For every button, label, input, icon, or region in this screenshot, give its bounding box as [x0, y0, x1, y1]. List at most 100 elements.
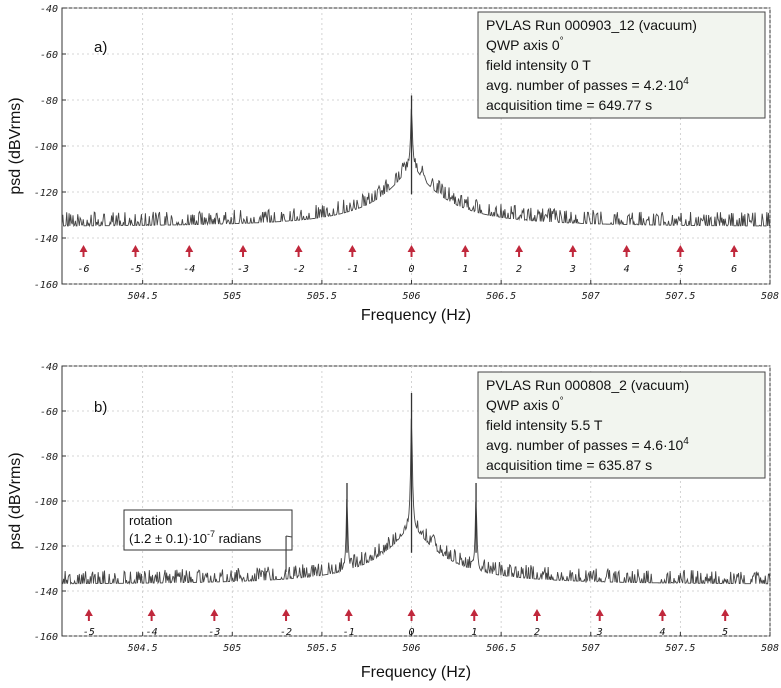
marker-arrow-head [568, 245, 577, 252]
sideband-marker: 5 [721, 609, 730, 638]
marker-label: -2 [293, 264, 305, 275]
sideband-marker: 2 [515, 245, 524, 275]
x-tick-label: 508 [761, 643, 779, 654]
x-tick-label: 506 [402, 643, 420, 654]
marker-arrow-head [282, 609, 291, 616]
marker-arrow-head [721, 609, 730, 616]
panel-label: b) [94, 399, 107, 416]
sideband-marker: 3 [596, 609, 604, 638]
y-tick-label: -160 [34, 632, 58, 643]
y-tick-label: -120 [34, 542, 58, 553]
y-tick-label: -40 [40, 4, 58, 15]
y-tick-label: -120 [34, 188, 58, 199]
sideband-marker: 4 [622, 245, 631, 275]
panel-label: a) [94, 39, 107, 56]
marker-arrow-head [294, 245, 303, 252]
marker-label: -2 [280, 627, 292, 638]
marker-label: 1 [471, 627, 477, 638]
marker-arrow-head [407, 609, 416, 616]
marker-arrow-head [185, 245, 194, 252]
marker-arrow-head [344, 609, 353, 616]
sideband-marker: 0 [407, 609, 416, 638]
marker-arrow-head [84, 609, 93, 616]
annotation-pointer [285, 535, 293, 538]
sideband-marker: -4 [183, 245, 195, 275]
info-box [477, 371, 766, 479]
marker-arrow-head [131, 245, 140, 252]
x-tick-label: 505.5 [307, 643, 337, 654]
marker-arrow-head [658, 609, 667, 616]
info-line: field intensity 0 T [486, 57, 591, 73]
x-tick-label: 507 [582, 291, 600, 302]
y-axis-title: psd (dBVrms) [7, 97, 24, 194]
marker-arrow-head [676, 245, 685, 252]
sideband-marker: 2 [532, 609, 541, 638]
annotation-title: rotation [129, 513, 172, 528]
sideband-marker: 6 [730, 245, 739, 275]
marker-label: 0 [409, 264, 415, 275]
y-tick-label: -80 [40, 96, 58, 107]
info-line: acquisition time = 635.87 s [486, 457, 652, 473]
y-tick-label: -80 [40, 452, 58, 463]
sideband-marker: -4 [146, 609, 158, 638]
marker-label: -1 [346, 264, 358, 275]
marker-label: -3 [237, 264, 249, 275]
sideband-marker: 3 [569, 245, 577, 275]
y-tick-label: -140 [34, 587, 58, 598]
marker-arrow-head [622, 245, 631, 252]
sideband-marker: 5 [676, 245, 685, 275]
marker-label: 1 [462, 264, 468, 275]
info-line: field intensity 5.5 T [486, 417, 603, 433]
info-superscript: ° [560, 396, 564, 407]
marker-arrow-head [147, 609, 156, 616]
x-tick-label: 505 [223, 643, 241, 654]
x-tick-label: 507.5 [665, 291, 695, 302]
x-axis-title: Frequency (Hz) [361, 307, 471, 324]
marker-arrow-head [407, 245, 416, 252]
sideband-marker: -2 [293, 245, 305, 275]
marker-arrow-head [348, 245, 357, 252]
marker-label: 2 [534, 627, 540, 638]
marker-label: -4 [183, 264, 195, 275]
marker-label: 5 [677, 264, 683, 275]
sideband-marker: -5 [83, 609, 95, 638]
y-tick-label: -100 [34, 142, 58, 153]
info-line: QWP axis 0° [486, 396, 564, 413]
marker-arrow-head [210, 609, 219, 616]
sideband-marker: -2 [280, 609, 292, 638]
spectrum-series [61, 108, 771, 228]
y-tick-label: -40 [40, 362, 58, 373]
marker-arrow-head [470, 609, 479, 616]
marker-label: 2 [516, 264, 522, 275]
annotation-value: (1.2 ± 0.1)·10-7 radians [129, 529, 262, 546]
marker-arrow-head [461, 245, 470, 252]
annotation-box [123, 509, 293, 551]
marker-label: 6 [731, 264, 737, 275]
marker-arrow-head [239, 245, 248, 252]
marker-arrow-head [532, 609, 541, 616]
info-line: QWP axis 0° [486, 36, 564, 53]
x-tick-label: 506.5 [486, 643, 516, 654]
marker-label: -4 [146, 627, 158, 638]
sideband-marker: 0 [407, 245, 416, 275]
marker-label: -6 [77, 264, 89, 275]
marker-label: 5 [722, 627, 728, 638]
x-axis-title: Frequency (Hz) [361, 664, 471, 681]
y-tick-label: -160 [34, 280, 58, 291]
marker-arrow-head [595, 609, 604, 616]
marker-arrow-head [79, 245, 88, 252]
marker-arrow-head [515, 245, 524, 252]
x-tick-label: 507 [582, 643, 600, 654]
y-tick-label: -60 [40, 407, 58, 418]
marker-arrow-head [730, 245, 739, 252]
x-tick-label: 504.5 [128, 643, 158, 654]
marker-label: 4 [624, 264, 630, 275]
sideband-marker: 4 [658, 609, 667, 638]
sideband-marker: -1 [346, 245, 358, 275]
spectrum-series [61, 418, 771, 585]
x-tick-label: 506.5 [486, 291, 516, 302]
sideband-marker: -6 [77, 245, 90, 275]
